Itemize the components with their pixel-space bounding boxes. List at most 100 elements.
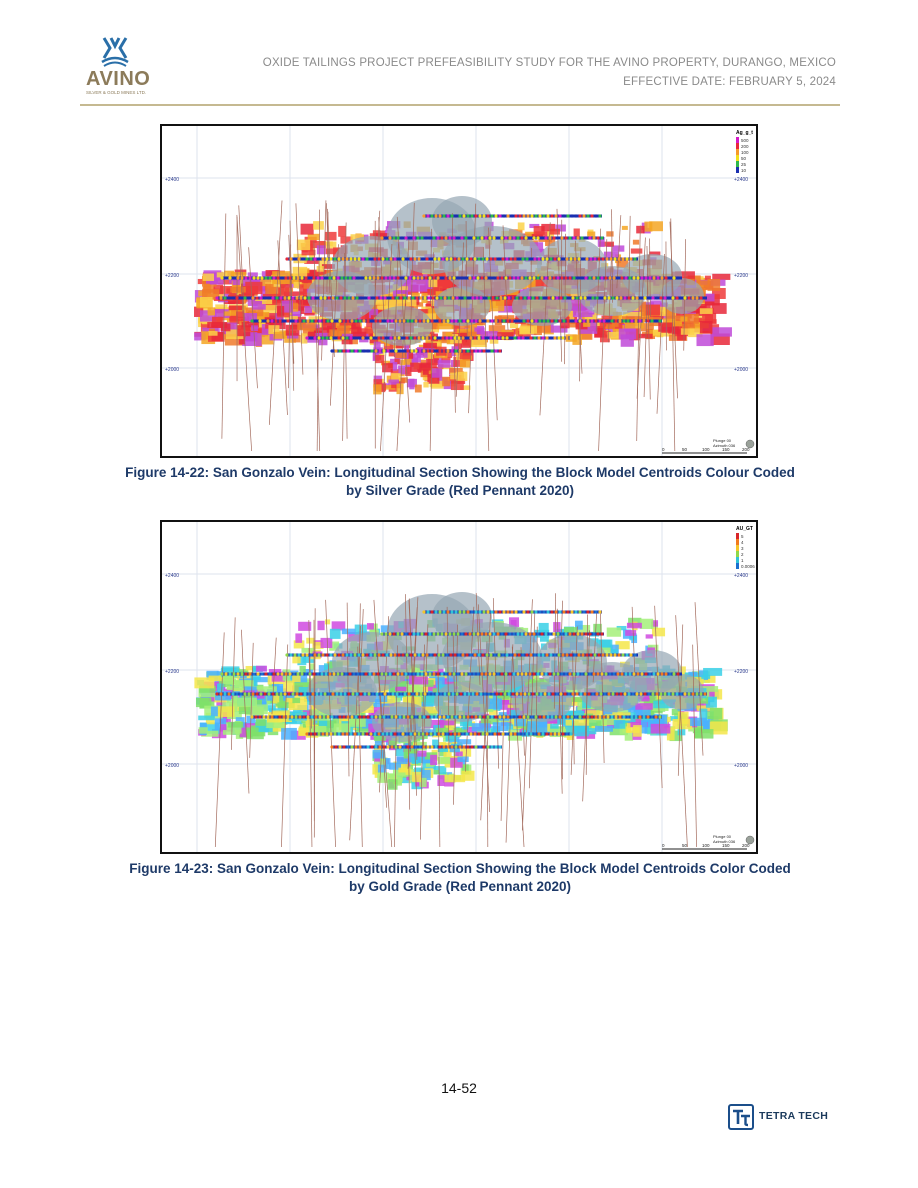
centroid-dot (434, 745, 438, 749)
centroid-dot (399, 296, 403, 300)
centroid-dot (582, 319, 586, 323)
centroid-dot (516, 632, 520, 636)
block-cell (688, 725, 698, 732)
drill-hole-trace (477, 604, 491, 812)
centroid-dot (334, 715, 338, 719)
centroid-dot (477, 653, 481, 657)
centroid-dot (610, 715, 614, 719)
centroid-dot (629, 653, 633, 657)
block-cell (241, 321, 259, 328)
block-cell (224, 270, 235, 279)
centroid-dot (594, 319, 598, 323)
legend-swatch (736, 533, 739, 539)
centroid-dot (482, 214, 486, 218)
block-cell (571, 696, 592, 702)
block-cell (352, 331, 367, 339)
centroid-dot (454, 319, 458, 323)
block-cell (207, 307, 216, 316)
block-cell (427, 358, 434, 363)
block-cell (652, 329, 661, 336)
block-cell (373, 384, 382, 395)
centroid-dot (480, 672, 484, 676)
centroid-dot (479, 296, 483, 300)
centroid-dot (290, 715, 294, 719)
centroid-dot (383, 692, 387, 696)
block-cell (224, 722, 231, 730)
centroid-dot (342, 745, 346, 749)
centroid-dot (220, 276, 224, 280)
block-cell (276, 306, 285, 316)
centroid-dot (549, 732, 553, 736)
document-header: OXIDE TAILINGS PROJECT PREFEASIBILITY ST… (263, 54, 836, 92)
drill-hole-trace (249, 642, 254, 758)
centroid-dot (380, 276, 384, 280)
centroid-dot (398, 319, 402, 323)
block-cell (338, 225, 347, 237)
centroid-dot (548, 672, 552, 676)
centroid-dot (268, 672, 272, 676)
centroid-dot (432, 236, 436, 240)
centroid-dot (586, 214, 590, 218)
centroid-dot (474, 745, 478, 749)
centroid-dot (527, 296, 531, 300)
centroid-dot (304, 672, 308, 676)
block-cell (382, 363, 393, 373)
centroid-dot (279, 296, 283, 300)
block-cell (372, 749, 386, 759)
centroid-dot (354, 715, 358, 719)
centroid-dot (478, 745, 482, 749)
centroid-dot (546, 715, 550, 719)
centroid-dot (324, 672, 328, 676)
block-cell (227, 721, 244, 728)
centroid-dot (548, 236, 552, 240)
centroid-dot (639, 692, 643, 696)
block-cell (696, 705, 714, 711)
centroid-dot (576, 236, 580, 240)
centroid-dot (319, 296, 323, 300)
centroid-dot (396, 236, 400, 240)
centroid-dot (293, 257, 297, 261)
centroid-dot (512, 632, 516, 636)
centroid-dot (371, 692, 375, 696)
block-cell (567, 299, 586, 311)
centroid-dot (636, 672, 640, 676)
centroid-dot (507, 296, 511, 300)
block-cell (197, 278, 206, 285)
centroid-dot (349, 257, 353, 261)
centroid-dot (446, 715, 450, 719)
centroid-dot (515, 692, 519, 696)
block-cell (281, 727, 297, 740)
block-cell (323, 663, 332, 674)
centroid-dot (449, 653, 453, 657)
block-cell (498, 315, 515, 324)
block-cell (454, 774, 466, 783)
centroid-dot (513, 336, 517, 340)
centroid-dot (346, 715, 350, 719)
centroid-dot (538, 715, 542, 719)
centroid-dot (457, 732, 461, 736)
centroid-dot (549, 257, 553, 261)
centroid-dot (532, 236, 536, 240)
centroid-dot (472, 276, 476, 280)
block-cell (658, 322, 673, 332)
centroid-dot (598, 319, 602, 323)
centroid-dot (571, 296, 575, 300)
drill-hole-trace (570, 626, 578, 775)
centroid-dot (361, 336, 365, 340)
block-cell (427, 269, 446, 279)
block-cell (383, 385, 396, 390)
block-cell (456, 371, 468, 382)
centroid-dot (664, 276, 668, 280)
block-cell (420, 706, 439, 714)
centroid-dot (325, 336, 329, 340)
centroid-dot (330, 715, 334, 719)
block-cell (398, 767, 411, 773)
centroid-dot (337, 257, 341, 261)
block-cell (671, 708, 681, 716)
centroid-dot (410, 715, 414, 719)
centroid-dot (589, 653, 593, 657)
centroid-dot (359, 692, 363, 696)
centroid-dot (506, 319, 510, 323)
centroid-dot (576, 276, 580, 280)
